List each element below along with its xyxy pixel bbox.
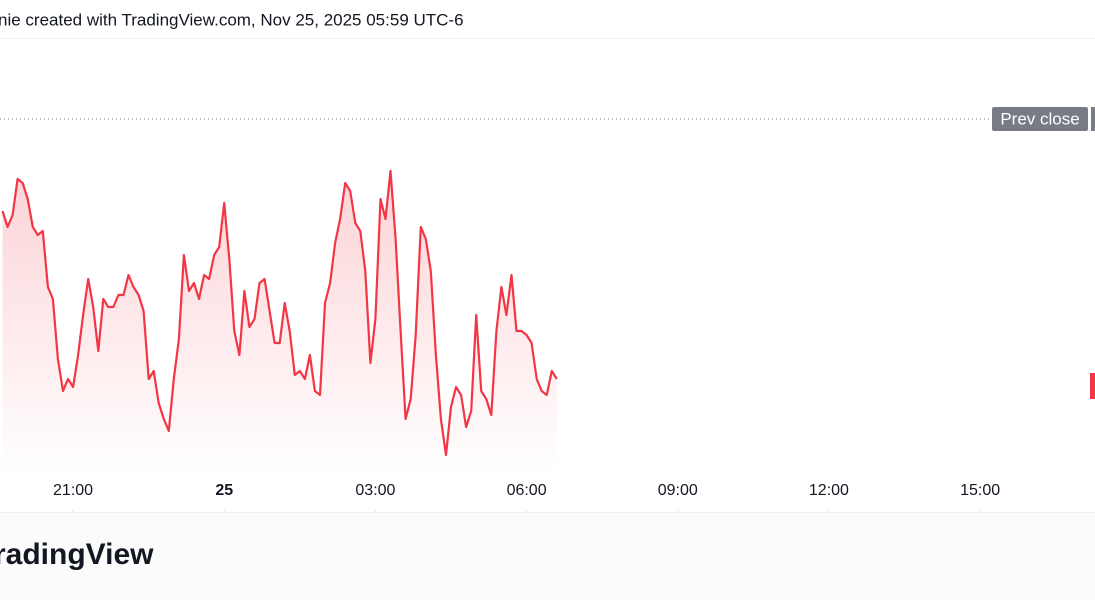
- x-tick-label: 12:00: [809, 482, 849, 499]
- area-fill: [2, 171, 557, 475]
- header-bar: [0, 0, 1095, 38]
- x-tick-label: 09:00: [658, 482, 698, 499]
- logo: radingView: [0, 538, 154, 571]
- price-line: [1, 169, 558, 457]
- plot-area: 21:00 25 03:00 06:00 09:00 12:00 15:00 Prev clo…: [0, 107, 1095, 512]
- x-tick-label: 03:00: [355, 482, 395, 499]
- header-text: nie created with TradingView.com, Nov 25…: [0, 10, 464, 29]
- x-tick-label: 25: [215, 482, 233, 499]
- prev-close-tail: [1091, 107, 1095, 131]
- x-tick-label: 06:00: [507, 482, 547, 499]
- x-tick-label: 21:00: [53, 482, 93, 499]
- x-tick-label: 15:00: [960, 482, 1000, 499]
- prev-close-badge: [992, 107, 1088, 131]
- footer-bar: [0, 512, 1095, 600]
- last-price-badge: [1090, 373, 1095, 399]
- prev-close-label: Prev close: [1000, 109, 1079, 128]
